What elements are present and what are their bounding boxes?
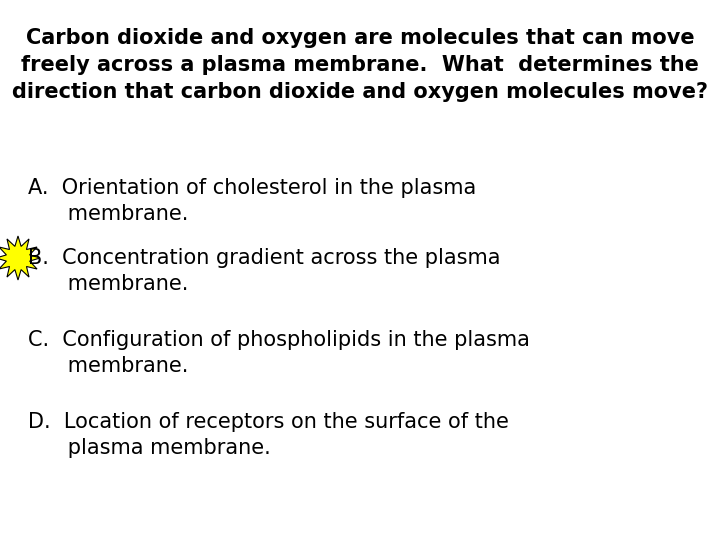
Text: B.  Concentration gradient across the plasma
      membrane.: B. Concentration gradient across the pla…: [28, 248, 500, 294]
Text: Carbon dioxide and oxygen are molecules that can move
freely across a plasma mem: Carbon dioxide and oxygen are molecules …: [12, 28, 708, 103]
Text: A.  Orientation of cholesterol in the plasma
      membrane.: A. Orientation of cholesterol in the pla…: [28, 178, 476, 224]
Text: D.  Location of receptors on the surface of the
      plasma membrane.: D. Location of receptors on the surface …: [28, 412, 509, 457]
Text: C.  Configuration of phospholipids in the plasma
      membrane.: C. Configuration of phospholipids in the…: [28, 330, 530, 376]
Polygon shape: [0, 236, 40, 280]
